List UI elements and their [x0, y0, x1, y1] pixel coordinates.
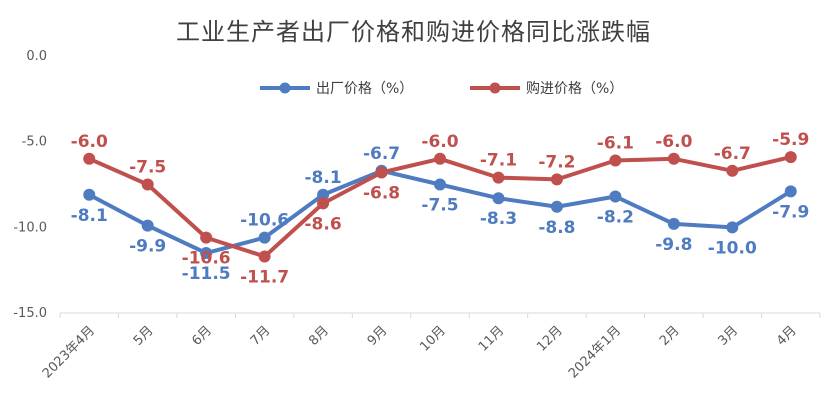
data-label: -6.0: [421, 132, 458, 152]
data-point: [258, 231, 271, 244]
data-label: -7.5: [421, 196, 458, 216]
x-tick-label: 2024年1月: [566, 323, 624, 381]
data-label: -7.5: [129, 158, 166, 178]
x-tick-label: 2月: [657, 323, 683, 349]
data-point: [200, 247, 213, 260]
data-labels: -8.1-9.9-11.5-10.6-8.1-6.7-7.5-8.3 -8.8-8…: [71, 130, 810, 287]
x-tick-label: 5月: [131, 323, 157, 349]
x-tick-label: 8月: [306, 323, 332, 349]
data-label: -9.9: [129, 237, 166, 257]
data-label: -11.7: [240, 267, 289, 287]
data-label: -9.8: [655, 235, 692, 255]
data-point: [141, 178, 154, 191]
data-label: -8.1: [71, 206, 108, 226]
data-label: -6.8: [363, 184, 400, 204]
x-tick-label: 12月: [534, 323, 565, 354]
y-tick-label: -10.0: [13, 220, 47, 235]
x-tick-label: 3月: [715, 323, 741, 349]
data-label: -6.1: [597, 134, 634, 154]
data-point: [375, 166, 388, 179]
y-tick-label: 0.0: [26, 49, 47, 64]
data-label: -6.7: [714, 144, 751, 164]
data-point: [258, 250, 271, 263]
data-label: -7.1: [480, 151, 517, 171]
data-point: [550, 173, 563, 186]
legend: 出厂价格（%） 购进价格（%）: [260, 81, 623, 97]
x-tick-label: 7月: [248, 323, 274, 349]
x-tick-label: 4月: [774, 323, 800, 349]
data-point: [609, 154, 622, 167]
x-tick-label: 11月: [476, 323, 507, 354]
data-point: [434, 178, 446, 191]
data-label: -10.6: [182, 249, 231, 269]
data-point: [317, 197, 330, 210]
data-point: [492, 171, 505, 184]
legend-marker: [489, 82, 501, 94]
x-tick-label: 9月: [365, 323, 391, 349]
legend-label: 购进价格（%）: [526, 81, 623, 97]
x-tick-label: 2023年4月: [40, 323, 98, 381]
legend-label: 出厂价格（%）: [316, 81, 413, 97]
chart-title: 工业生产者出厂价格和购进价格同比涨跌幅: [176, 18, 651, 46]
data-point: [550, 200, 563, 213]
data-point: [83, 188, 96, 201]
x-tick-label: 6月: [189, 323, 215, 349]
data-label: -8.1: [304, 168, 341, 188]
data-label: -8.8: [538, 218, 575, 238]
series-points: [83, 151, 797, 263]
data-label: -7.2: [538, 152, 575, 172]
data-point: [667, 217, 680, 230]
y-tick-label: -15.0: [13, 306, 47, 321]
data-point: [784, 151, 797, 164]
data-point: [141, 219, 154, 232]
data-point: [492, 192, 505, 205]
data-label: -5.9: [772, 130, 809, 150]
data-point: [434, 152, 446, 165]
data-point: [726, 221, 739, 234]
data-label: -8.6: [304, 214, 341, 234]
data-point: [317, 188, 330, 201]
axes: 0.0 -5.0 -10.0 -15.0 2023年4月 5月 6月 7月 8月 9月 10月 11月…: [13, 49, 821, 381]
data-point: [667, 152, 680, 165]
data-label: -10.0: [708, 238, 757, 258]
data-label: -7.9: [772, 202, 809, 222]
data-point: [83, 152, 96, 165]
legend-marker: [279, 82, 291, 94]
x-tick-label: 10月: [417, 323, 448, 354]
data-label: -6.0: [655, 132, 692, 152]
data-label: -6.0: [71, 132, 108, 152]
data-label: -8.2: [597, 207, 634, 227]
data-label: -8.3: [480, 209, 517, 229]
y-tick-label: -5.0: [22, 135, 47, 150]
data-point: [784, 185, 797, 198]
data-point: [726, 164, 739, 177]
data-label: -6.7: [363, 144, 400, 164]
data-point: [200, 231, 213, 244]
data-point: [609, 190, 622, 203]
data-label: -10.6: [240, 211, 289, 231]
data-label: -11.5: [182, 264, 231, 284]
